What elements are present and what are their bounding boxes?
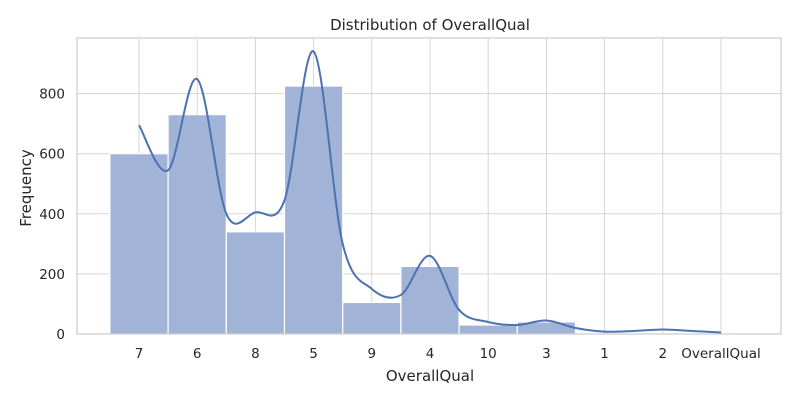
x-tick-label: 2	[659, 346, 668, 362]
bar-8	[225, 231, 286, 335]
y-axis-label: Frequency	[17, 149, 35, 227]
kde-curve-group	[138, 50, 722, 334]
x-tick-label: OverallQual	[681, 346, 760, 362]
x-tick-label: 8	[251, 346, 260, 362]
x-tick-label: 1	[600, 346, 609, 362]
bar-4	[400, 265, 460, 335]
chart-title: Distribution of OverallQual	[330, 16, 530, 34]
bar-10	[458, 324, 518, 335]
x-tick-label: 3	[542, 346, 551, 362]
tick-labels: 0 200 400 600 800 7 6 8 5 9 4 10 3 1 2 OverallQual	[39, 87, 761, 362]
plot-frame	[76, 37, 782, 335]
x-tick-label: 7	[135, 346, 144, 362]
kde-curve	[138, 50, 722, 334]
y-tick-label: 0	[56, 327, 65, 343]
bar-5	[283, 85, 344, 335]
y-tick-label: 400	[39, 207, 65, 223]
x-tick-label: 4	[426, 346, 435, 362]
bar-7	[109, 153, 169, 335]
x-tick-label: 5	[309, 346, 318, 362]
x-tick-label: 9	[368, 346, 377, 362]
y-tick-label: 200	[39, 267, 65, 283]
x-tick-label: 6	[193, 346, 202, 362]
y-tick-label: 800	[39, 87, 65, 103]
x-tick-label: 10	[480, 346, 497, 362]
bars	[109, 85, 577, 335]
x-axis-label: OverallQual	[386, 367, 474, 385]
y-tick-label: 600	[39, 147, 65, 163]
bar-9	[342, 301, 402, 335]
